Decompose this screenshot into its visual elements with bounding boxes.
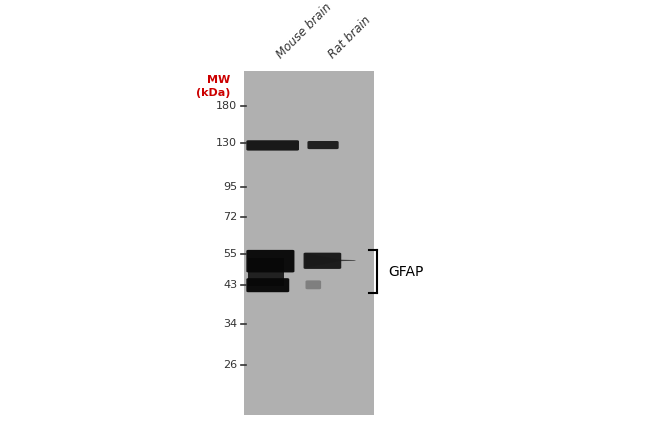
FancyBboxPatch shape — [306, 280, 321, 289]
FancyBboxPatch shape — [246, 250, 294, 273]
FancyBboxPatch shape — [307, 141, 339, 149]
Text: GFAP: GFAP — [389, 265, 424, 279]
Polygon shape — [306, 253, 356, 268]
Bar — [248, 258, 284, 286]
Text: 55: 55 — [223, 249, 237, 259]
FancyBboxPatch shape — [246, 140, 299, 151]
Text: 72: 72 — [223, 212, 237, 222]
FancyBboxPatch shape — [246, 278, 289, 292]
Text: 26: 26 — [223, 360, 237, 370]
Text: 43: 43 — [223, 280, 237, 290]
Text: 180: 180 — [216, 101, 237, 111]
Text: 95: 95 — [223, 182, 237, 192]
FancyBboxPatch shape — [304, 253, 341, 269]
Text: MW: MW — [207, 75, 231, 85]
Text: (kDa): (kDa) — [196, 88, 231, 98]
Bar — [244, 71, 374, 414]
Text: 130: 130 — [216, 138, 237, 148]
Text: Rat brain: Rat brain — [326, 14, 373, 62]
Text: 34: 34 — [223, 319, 237, 329]
Text: Mouse brain: Mouse brain — [274, 1, 334, 62]
